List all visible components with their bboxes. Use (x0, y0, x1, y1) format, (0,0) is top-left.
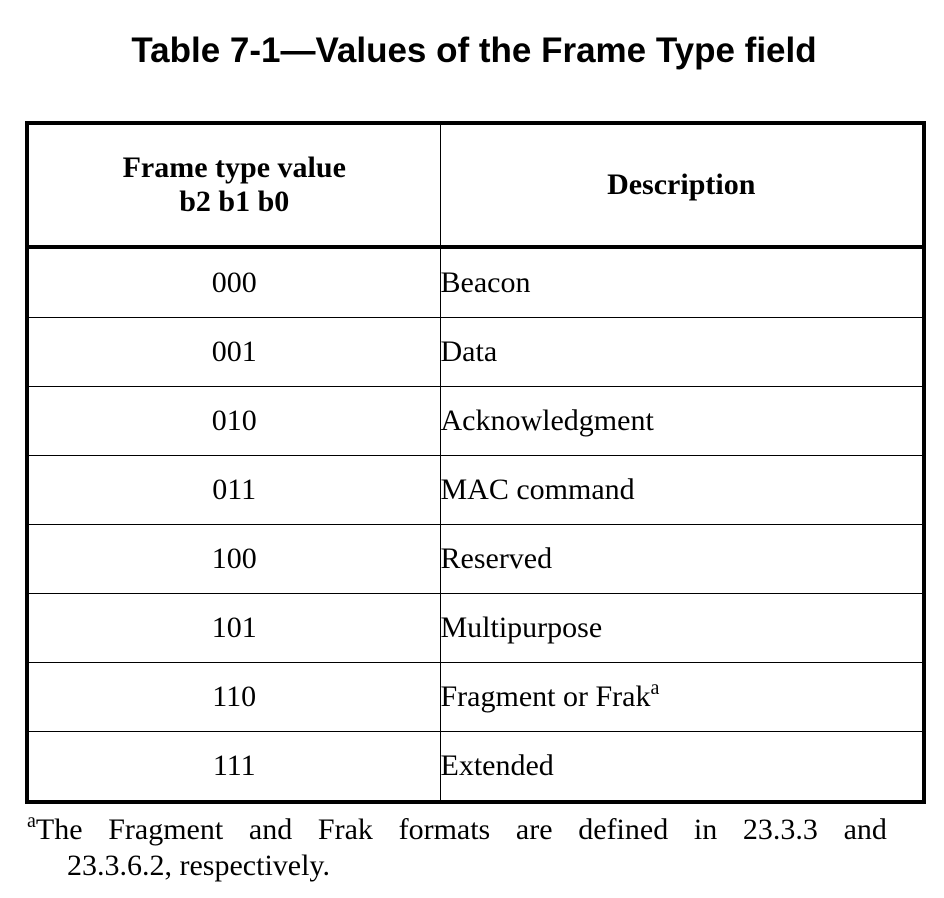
footnote-word: in (693, 813, 718, 846)
frame-type-value-cell: 001 (27, 317, 441, 387)
footnote-word: defined (578, 813, 669, 846)
footnote-word: 23.3.3 (742, 813, 818, 846)
table-row: 111 Extended (27, 731, 924, 802)
description-text: Extended (440, 749, 554, 782)
footnote-line-1-words: aThe Fragment and Frak formats are defin… (27, 810, 887, 848)
description-cell: Fragment or Fraka (440, 662, 924, 732)
description-cell: Beacon (440, 247, 924, 318)
table-row: 100 Reserved (27, 524, 924, 594)
table-row: 101 Multipurpose (27, 593, 924, 663)
description-cell: Data (440, 317, 924, 387)
description-cell: Extended (440, 731, 924, 802)
frame-type-value-cell: 101 (27, 593, 441, 663)
footnote-word: Frak (317, 813, 373, 846)
frame-type-value-cell: 100 (27, 524, 441, 594)
footnote-word: and (843, 813, 887, 846)
description-text: Reserved (440, 542, 553, 575)
description-text: MAC command (440, 473, 635, 506)
header-value-line2: b2 b1 b0 (179, 185, 290, 218)
header-frame-type-value: Frame type value b2 b1 b0 (27, 123, 441, 249)
table-row: 000 Beacon (27, 247, 924, 318)
table-row: 001 Data (27, 317, 924, 387)
description-text: Data (440, 335, 498, 368)
description-cell: Multipurpose (440, 593, 924, 663)
footnote-word-text: The (35, 813, 83, 846)
footnote-line-1: aThe Fragment and Frak formats are defin… (27, 810, 887, 848)
frame-type-value-cell: 111 (27, 731, 441, 802)
footnote-word: formats (398, 813, 491, 846)
table-row: 010 Acknowledgment (27, 386, 924, 456)
header-value-line1: Frame type value (122, 151, 346, 184)
table-row: 110 Fragment or Fraka (27, 662, 924, 732)
frame-type-value-cell: 000 (27, 247, 441, 318)
table-footnote: aThe Fragment and Frak formats are defin… (27, 810, 887, 884)
description-cell: Acknowledgment (440, 386, 924, 456)
footnote-word: Fragment (108, 813, 224, 846)
frame-type-value-cell: 011 (27, 455, 441, 525)
frame-type-value-cell: 110 (27, 662, 441, 732)
description-cell: Reserved (440, 524, 924, 594)
table-caption: Table 7-1—Values of the Frame Type field (131, 31, 817, 70)
table-header-row: Frame type value b2 b1 b0 Description (27, 123, 924, 249)
frame-type-table: Frame type value b2 b1 b0 Description 00… (25, 121, 926, 804)
description-text: Multipurpose (440, 611, 603, 644)
footnote-word: and (248, 813, 293, 846)
header-description: Description (440, 123, 924, 249)
description-cell: MAC command (440, 455, 924, 525)
table-row: 011 MAC command (27, 455, 924, 525)
description-text: Beacon (440, 266, 531, 299)
footnote-mark: a (650, 677, 660, 699)
description-text: Fragment or Frak (440, 680, 651, 713)
footnote-word: are (515, 813, 553, 846)
frame-type-value-cell: 010 (27, 386, 441, 456)
footnote-line-2: 23.3.6.2, respectively. (67, 849, 330, 882)
footnote-word: aThe (27, 810, 83, 848)
footnote-marker: a (27, 810, 36, 832)
description-text: Acknowledgment (440, 404, 654, 437)
